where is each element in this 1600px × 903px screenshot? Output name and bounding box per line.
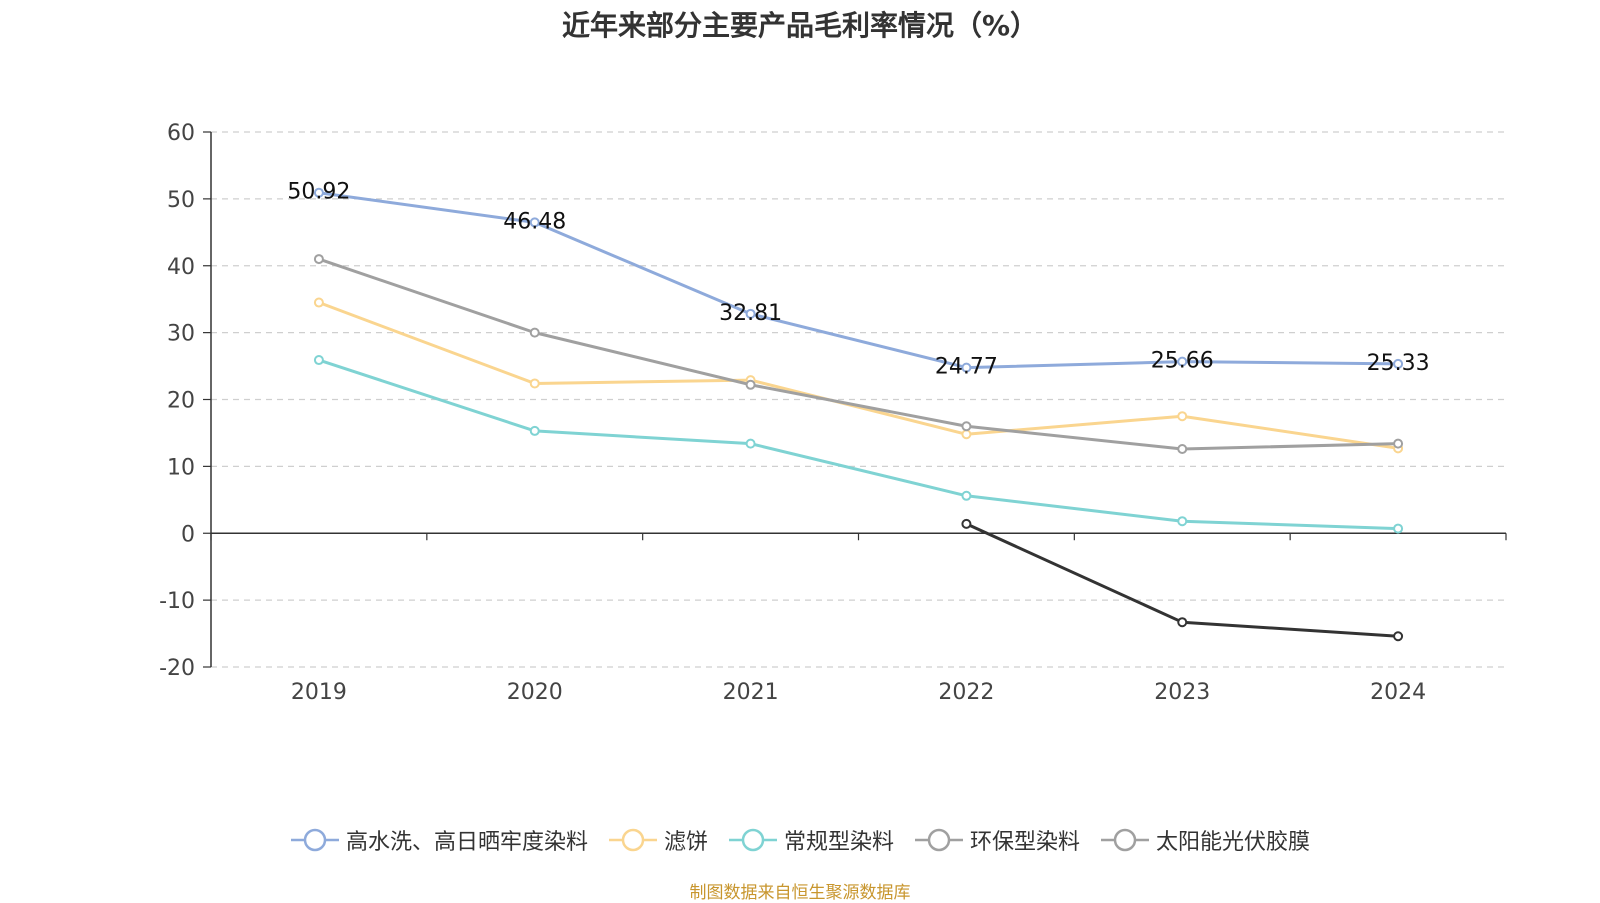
x-tick-label: 2024	[1370, 680, 1426, 705]
legend-marker-icon	[290, 828, 339, 852]
data-label: 24.77	[935, 355, 998, 380]
series-line	[318, 191, 1399, 370]
data-point	[1393, 523, 1404, 534]
data-point	[961, 490, 972, 501]
series-line	[318, 358, 1399, 531]
data-point	[1393, 358, 1404, 369]
data-point	[529, 425, 540, 436]
legend-item[interactable]: 高水洗、高日晒牢度染料	[290, 824, 588, 856]
y-tick-label: 50	[167, 188, 195, 213]
data-point	[745, 438, 756, 449]
y-tick-label: 20	[167, 389, 195, 414]
series-line	[318, 257, 1399, 451]
data-point	[1393, 631, 1404, 642]
data-point	[745, 379, 756, 390]
legend-item[interactable]: 太阳能光伏胶膜	[1100, 824, 1310, 856]
data-label: 25.33	[1367, 351, 1430, 376]
chart-title: 近年来部分主要产品毛利率情况（%）	[561, 9, 1039, 42]
y-tick-label: 40	[167, 255, 195, 280]
legend-label: 太阳能光伏胶膜	[1156, 830, 1311, 855]
legend: 高水洗、高日晒牢度染料 滤饼 常规型染料 环保型染料 太阳能光伏胶膜	[0, 822, 1600, 858]
data-point	[313, 297, 324, 308]
data-point	[313, 355, 324, 366]
y-tick-label: 10	[167, 455, 195, 480]
legend-marker-icon	[728, 828, 777, 852]
legend-label: 常规型染料	[783, 830, 894, 855]
legend-label: 滤饼	[663, 830, 708, 855]
data-label: 50.92	[287, 180, 350, 205]
y-tick-label: 60	[167, 121, 195, 146]
data-point	[961, 429, 972, 440]
data-point	[745, 308, 756, 319]
data-label-layer: 50.92 46.48 32.81 24.77 25.66 25.33	[287, 180, 1429, 380]
x-tick-label: 2020	[507, 680, 563, 705]
legend-label: 高水洗、高日晒牢度染料	[345, 830, 588, 855]
source-note: 制图数据来自恒生聚源数据库	[689, 883, 911, 903]
data-point	[1177, 356, 1188, 367]
y-tick-label: -10	[159, 589, 195, 614]
data-point	[961, 421, 972, 432]
data-point	[1177, 411, 1188, 422]
data-point	[529, 378, 540, 389]
x-tick-label: 2022	[938, 680, 994, 705]
y-tick-label: -20	[159, 656, 195, 681]
data-point	[313, 187, 324, 198]
data-point	[1177, 516, 1188, 527]
axis-layer: 60 50 40 30 20 10 0 -10 -20 2019 2020 2021 2022 2023 2…	[159, 121, 1507, 705]
data-point	[961, 362, 972, 373]
legend-item[interactable]: 环保型染料	[914, 824, 1080, 856]
y-tick-label: 0	[181, 522, 195, 547]
x-tick-label: 2019	[291, 680, 347, 705]
data-label: 32.81	[719, 301, 782, 326]
data-point	[313, 254, 324, 265]
data-point	[1177, 617, 1188, 628]
legend-marker-icon	[608, 828, 657, 852]
data-point	[961, 518, 972, 529]
data-point	[1177, 443, 1188, 454]
x-tick-label: 2021	[723, 680, 779, 705]
legend-label: 环保型染料	[970, 830, 1081, 855]
x-tick-label: 2023	[1154, 680, 1210, 705]
legend-item[interactable]: 常规型染料	[728, 824, 894, 856]
data-label: 46.48	[503, 209, 566, 234]
data-point	[529, 327, 540, 338]
y-tick-label: 30	[167, 322, 195, 347]
legend-marker-icon	[915, 828, 963, 852]
data-label: 25.66	[1151, 349, 1214, 374]
data-point	[1393, 438, 1404, 449]
series-line	[318, 301, 1399, 450]
legend-marker-icon	[1101, 828, 1150, 852]
series-layer	[313, 187, 1404, 642]
data-point	[529, 217, 540, 228]
legend-item[interactable]: 滤饼	[608, 824, 708, 856]
grid-layer	[211, 131, 1506, 668]
